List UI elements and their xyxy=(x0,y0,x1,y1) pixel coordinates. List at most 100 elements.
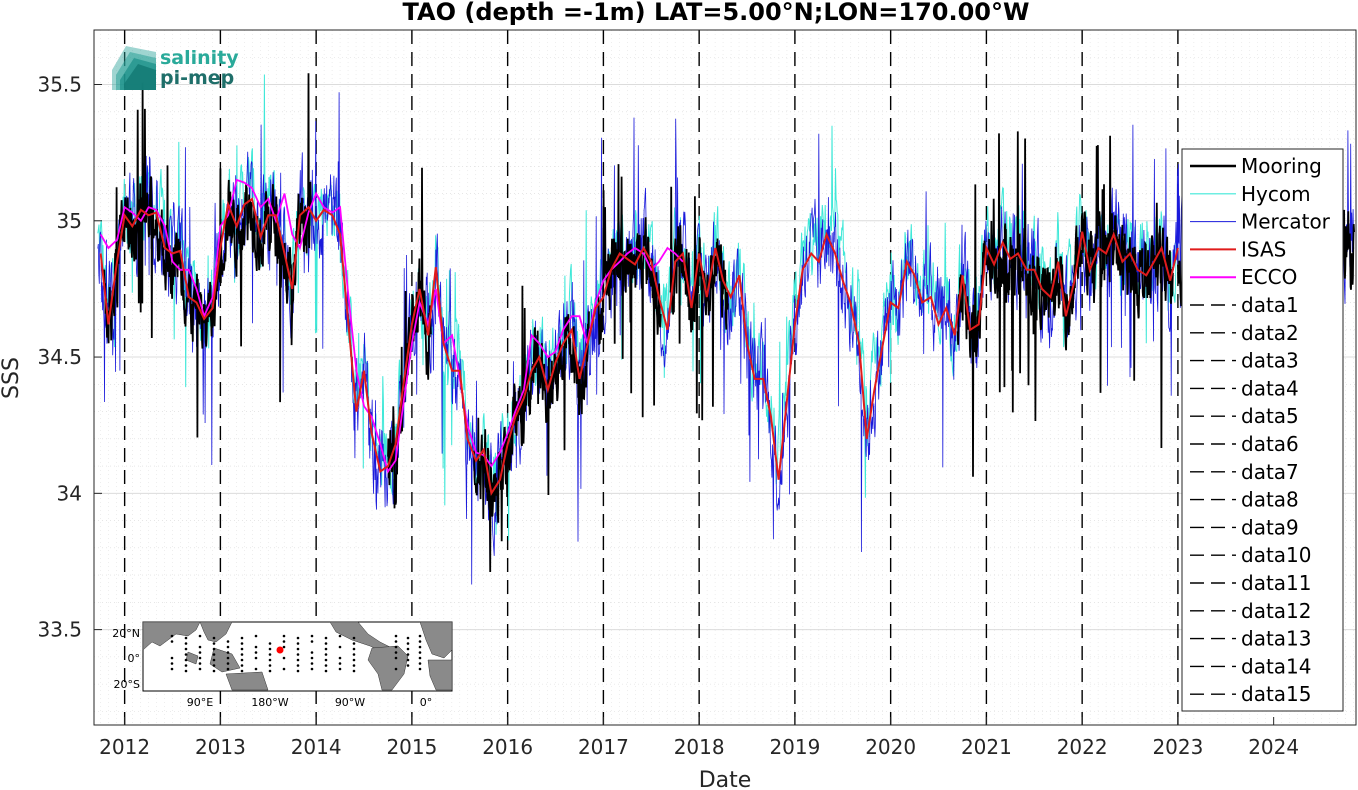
series-line-mooring xyxy=(102,73,313,438)
inset-mooring-dot xyxy=(268,642,272,645)
inset-mooring-dot xyxy=(394,656,398,660)
inset-mooring-dot xyxy=(296,642,300,645)
y-tick-label: 33.5 xyxy=(37,618,82,642)
x-tick-label: 2019 xyxy=(769,735,820,759)
legend: Mooring Hycom Mercator ISAS ECCO data1 data2 da… xyxy=(1181,148,1344,712)
legend-label: data7 xyxy=(1241,460,1299,484)
x-tick-label: 2013 xyxy=(195,735,246,759)
vertical-markers xyxy=(123,30,1179,725)
inset-mooring-dot xyxy=(226,656,230,660)
inset-mooring-dot xyxy=(296,647,300,651)
series-layer xyxy=(97,73,1355,585)
inset-mooring-dot xyxy=(296,636,300,640)
y-axis-label: SSS xyxy=(0,357,24,399)
series-line-mooring xyxy=(956,131,1174,477)
series-line-isas xyxy=(99,197,1179,497)
legend-label: data10 xyxy=(1241,543,1312,567)
inset-mooring-dot xyxy=(310,634,314,638)
legend-label: data5 xyxy=(1241,404,1299,428)
inset-mooring-dot xyxy=(184,647,188,651)
inset-mooring-dot xyxy=(310,656,314,660)
inset-mooring-dot xyxy=(198,667,202,671)
legend-label: data11 xyxy=(1241,571,1312,595)
x-tick-label: 2021 xyxy=(961,735,1012,759)
inset-mooring-dot xyxy=(352,647,356,651)
series-line-mooring xyxy=(473,285,590,573)
inset-lat-label-north: 20°N xyxy=(112,627,140,640)
legend-label: data3 xyxy=(1241,349,1299,373)
inset-mooring-dot xyxy=(352,669,356,673)
inset-mooring-dot xyxy=(418,651,422,654)
x-axis-ticks: 2012 2013 2014 2015 2016 2017 2018 2019 2020 2021… xyxy=(99,717,1299,759)
legend-label: ISAS xyxy=(1241,237,1286,261)
inset-mooring-dot xyxy=(296,664,300,667)
inset-mooring-dot xyxy=(418,645,422,649)
inset-lat-label-south: 20°S xyxy=(114,678,140,691)
inset-land xyxy=(142,621,453,691)
inset-mooring-dot xyxy=(198,645,202,649)
inset-mooring-dot xyxy=(184,669,188,673)
inset-mooring-dot xyxy=(268,653,272,656)
inset-mooring-dot xyxy=(282,640,286,643)
y-tick-label: 34.5 xyxy=(37,345,82,369)
logo-line1: salinity xyxy=(160,47,239,69)
inset-mooring-dot xyxy=(254,645,258,649)
inset-selected-mooring xyxy=(276,646,284,654)
inset-mooring-dot xyxy=(406,642,410,645)
inset-mooring-dot xyxy=(352,642,356,645)
inset-mooring-dot xyxy=(406,658,410,662)
x-tick-label: 2022 xyxy=(1057,735,1108,759)
inset-mooring-dot xyxy=(240,658,244,662)
inset-mooring-dot xyxy=(212,636,216,640)
legend-label: data1 xyxy=(1241,293,1299,317)
inset-mooring-dot xyxy=(240,669,244,673)
legend-label: data6 xyxy=(1241,432,1299,456)
inset-mooring-dot xyxy=(240,647,244,651)
legend-label: Hycom xyxy=(1241,182,1311,206)
inset-mooring-dot xyxy=(406,647,410,651)
inset-mooring-dot xyxy=(268,664,272,667)
x-tick-label: 2024 xyxy=(1248,735,1299,759)
inset-mooring-dot xyxy=(310,640,314,643)
series-line-ecco xyxy=(99,178,684,474)
inset-mooring-dot xyxy=(212,658,216,662)
inset-mooring-dot xyxy=(170,656,174,660)
inset-mooring-dot xyxy=(394,667,398,671)
inset-mooring-dot xyxy=(184,653,188,656)
inset-mooring-dot xyxy=(324,664,328,667)
inset-mooring-dot xyxy=(282,667,286,671)
legend-items: Mooring Hycom Mercator ISAS ECCO data1 data2 da… xyxy=(1190,154,1331,706)
inset-mooring-dot xyxy=(338,662,342,665)
inset-mooring-dot xyxy=(212,664,216,667)
legend-label: data14 xyxy=(1241,654,1312,678)
inset-map: 20°N 0° 20°S 90°E 180°W 90°W 0° xyxy=(112,621,453,709)
inset-mooring-dot xyxy=(240,642,244,645)
y-axis-ticks: 33.5 34 34.5 35 35.5 xyxy=(37,73,102,642)
inset-lon-label-90e: 90°E xyxy=(187,696,213,709)
inset-mooring-dot xyxy=(338,634,342,638)
inset-lon-label-0: 0° xyxy=(420,696,433,709)
legend-label: data2 xyxy=(1241,321,1299,345)
x-tick-label: 2016 xyxy=(482,735,533,759)
inset-mooring-dot xyxy=(254,651,258,654)
inset-mooring-dot xyxy=(198,662,202,665)
x-tick-label: 2012 xyxy=(99,735,150,759)
inset-mooring-dot xyxy=(324,658,328,662)
inset-lon-label-180w: 180°W xyxy=(251,696,288,709)
inset-mooring-dot xyxy=(406,653,410,656)
inset-mooring-dot xyxy=(418,667,422,671)
inset-mooring-dot xyxy=(240,653,244,656)
inset-mooring-dot xyxy=(226,662,230,665)
inset-mooring-dot xyxy=(254,667,258,671)
inset-mooring-dot xyxy=(324,647,328,651)
inset-mooring-dot xyxy=(170,667,174,671)
legend-label: data12 xyxy=(1241,599,1312,623)
plot-frame xyxy=(93,29,1357,726)
inset-mooring-dot xyxy=(184,658,188,662)
x-tick-label: 2023 xyxy=(1152,735,1203,759)
x-tick-label: 2014 xyxy=(291,735,342,759)
logo-wave-icon xyxy=(112,46,156,90)
legend-box xyxy=(1181,148,1344,712)
inset-mooring-dot xyxy=(418,656,422,660)
